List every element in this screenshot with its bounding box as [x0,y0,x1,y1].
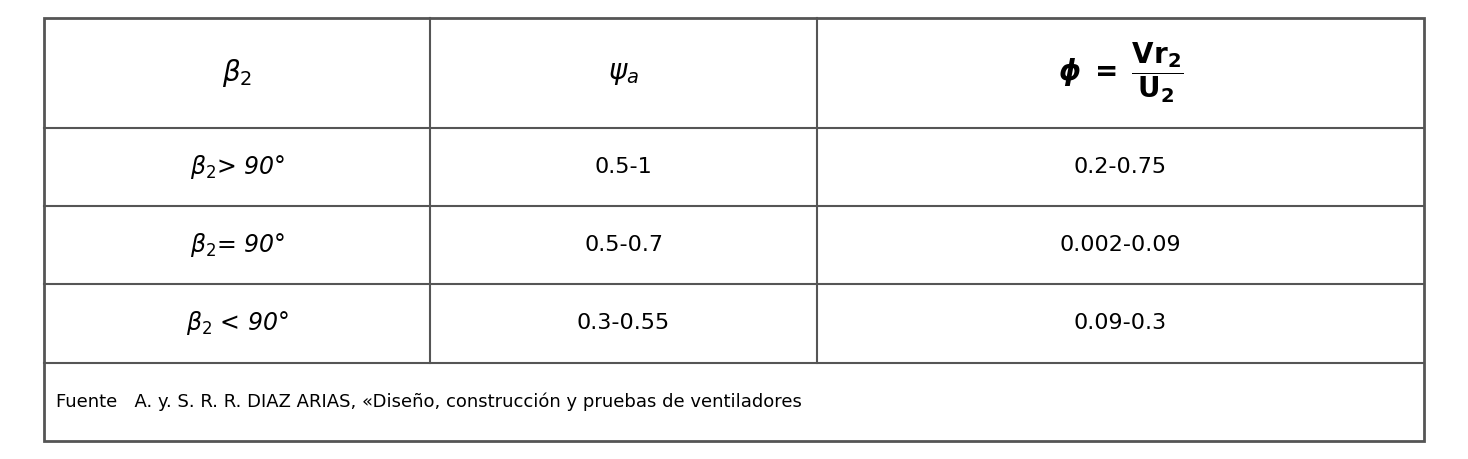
Text: $\beta_2$= 90°: $\beta_2$= 90° [189,231,285,259]
Text: 0.5-0.7: 0.5-0.7 [584,235,664,255]
Text: 0.3-0.55: 0.3-0.55 [577,313,671,333]
Text: $\boldsymbol{\phi}$ $\boldsymbol{=}$ $\dfrac{\mathbf{Vr_2}}{\mathbf{U_2}}$: $\boldsymbol{\phi}$ $\boldsymbol{=}$ $\d… [1057,41,1183,106]
Text: Fuente   A. y. S. R. R. DIAZ ARIAS, «Diseño, construcción y pruebas de ventilado: Fuente A. y. S. R. R. DIAZ ARIAS, «Diseñ… [56,392,802,411]
Text: 0.09-0.3: 0.09-0.3 [1073,313,1167,333]
Text: 0.002-0.09: 0.002-0.09 [1060,235,1182,255]
Text: 0.5-1: 0.5-1 [595,157,652,177]
Text: $\psi_a$: $\psi_a$ [608,59,639,87]
Text: $\beta_2$> 90°: $\beta_2$> 90° [189,153,285,181]
Text: $\beta_2$ < 90°: $\beta_2$ < 90° [186,309,289,337]
Text: $\beta_2$: $\beta_2$ [222,57,252,89]
Text: 0.2-0.75: 0.2-0.75 [1073,157,1167,177]
